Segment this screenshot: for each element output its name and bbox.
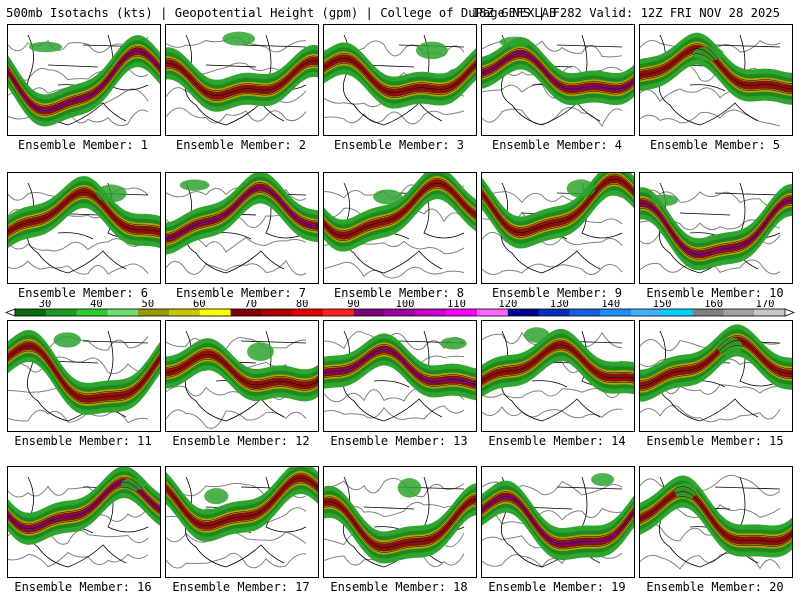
colorbar-label: 130 <box>550 300 569 310</box>
ensemble-member-label: Ensemble Member: 16 <box>14 580 152 594</box>
colorbar-label: 30 <box>39 300 52 310</box>
ensemble-member-label: Ensemble Member: 11 <box>14 434 152 448</box>
ensemble-map-1 <box>7 24 161 136</box>
ensemble-map-3 <box>323 24 477 136</box>
ensemble-map-15 <box>639 320 793 432</box>
ensemble-member-label: Ensemble Member: 1 <box>17 138 149 152</box>
ensemble-map-13 <box>323 320 477 432</box>
colorbar-label: 160 <box>704 300 723 310</box>
colorbar-label: 170 <box>756 300 775 310</box>
colorbar-swatch <box>754 309 786 316</box>
ensemble-map-2 <box>165 24 319 136</box>
colorbar-swatch <box>384 309 416 316</box>
colorbar-label: 60 <box>193 300 206 310</box>
colorbar-swatch <box>138 309 170 316</box>
ensemble-member-label: Ensemble Member: 15 <box>646 434 784 448</box>
colorbar-swatch <box>45 309 78 316</box>
ensemble-map-19 <box>481 466 635 578</box>
colorbar-swatch <box>261 309 293 316</box>
ensemble-map-6 <box>7 172 161 284</box>
ensemble-map-7 <box>165 172 319 284</box>
ensemble-map-18 <box>323 466 477 578</box>
colorbar-swatch <box>76 309 108 316</box>
ensemble-member-label: Ensemble Member: 20 <box>646 580 784 594</box>
ensemble-member-label: Ensemble Member: 6 <box>17 286 149 300</box>
ensemble-map-20 <box>639 466 793 578</box>
ensemble-map-12 <box>165 320 319 432</box>
colorbar-label: 100 <box>396 300 415 310</box>
colorbar-label: 80 <box>296 300 309 310</box>
title-right: 18Z GEFS | F282 Valid: 12Z FRI NOV 28 20… <box>471 6 780 20</box>
title-bar: 500mb Isotachs (kts) | Geopotential Heig… <box>6 4 796 22</box>
colorbar-swatch <box>323 309 355 316</box>
colorbar-swatch <box>199 309 232 316</box>
colorbar-swatch <box>600 309 632 316</box>
ensemble-map-10 <box>639 172 793 284</box>
ensemble-member-label: Ensemble Member: 4 <box>491 138 623 152</box>
colorbar-swatch <box>723 309 755 316</box>
ensemble-member-label: Ensemble Member: 7 <box>175 286 307 300</box>
ensemble-member-label: Ensemble Member: 14 <box>488 434 626 448</box>
colorbar-swatch <box>415 309 447 316</box>
colorbar: 30 40 50 60 70 80 90 100 110 120 130 140 150 160 170 <box>5 300 795 317</box>
ensemble-member-label: Ensemble Member: 17 <box>172 580 310 594</box>
ensemble-map-4 <box>481 24 635 136</box>
colorbar-swatch <box>446 309 478 316</box>
ensemble-map-5 <box>639 24 793 136</box>
ensemble-member-label: Ensemble Member: 9 <box>491 286 623 300</box>
ensemble-member-label: Ensemble Member: 13 <box>330 434 468 448</box>
colorbar-swatch <box>292 309 324 316</box>
colorbar-label: 90 <box>347 300 360 310</box>
ensemble-map-14 <box>481 320 635 432</box>
ensemble-member-label: Ensemble Member: 19 <box>488 580 626 594</box>
colorbar-label: 120 <box>498 300 517 310</box>
colorbar-swatch <box>353 309 386 316</box>
ensemble-map-9 <box>481 172 635 284</box>
colorbar-swatch <box>661 309 694 316</box>
ensemble-map-11 <box>7 320 161 432</box>
colorbar-label: 140 <box>601 300 620 310</box>
ensemble-member-label: Ensemble Member: 2 <box>175 138 307 152</box>
colorbar-swatch <box>15 309 47 316</box>
colorbar-label: 40 <box>90 300 103 310</box>
colorbar-right-arrow <box>784 308 795 317</box>
title-left: 500mb Isotachs (kts) | Geopotential Heig… <box>6 6 557 20</box>
ensemble-member-label: Ensemble Member: 18 <box>330 580 468 594</box>
colorbar-swatch <box>692 309 724 316</box>
ensemble-member-label: Ensemble Member: 12 <box>172 434 310 448</box>
colorbar-label: 150 <box>653 300 672 310</box>
colorbar-swatch <box>569 309 601 316</box>
colorbar-swatch <box>169 309 201 316</box>
colorbar-swatch <box>538 309 570 316</box>
colorbar-swatch <box>230 309 262 316</box>
ensemble-member-label: Ensemble Member: 5 <box>649 138 781 152</box>
ensemble-member-label: Ensemble Member: 8 <box>333 286 465 300</box>
colorbar-left-arrow <box>5 308 16 317</box>
colorbar-swatch <box>631 309 663 316</box>
colorbar-swatch <box>107 309 139 316</box>
colorbar-label: 70 <box>244 300 257 310</box>
colorbar-label: 110 <box>447 300 466 310</box>
colorbar-label: 50 <box>142 300 155 310</box>
colorbar-swatch <box>507 309 540 316</box>
colorbar-swatch <box>477 309 509 316</box>
ensemble-map-8 <box>323 172 477 284</box>
ensemble-member-label: Ensemble Member: 3 <box>333 138 465 152</box>
ensemble-member-label: Ensemble Member: 10 <box>646 286 784 300</box>
ensemble-map-17 <box>165 466 319 578</box>
ensemble-map-16 <box>7 466 161 578</box>
